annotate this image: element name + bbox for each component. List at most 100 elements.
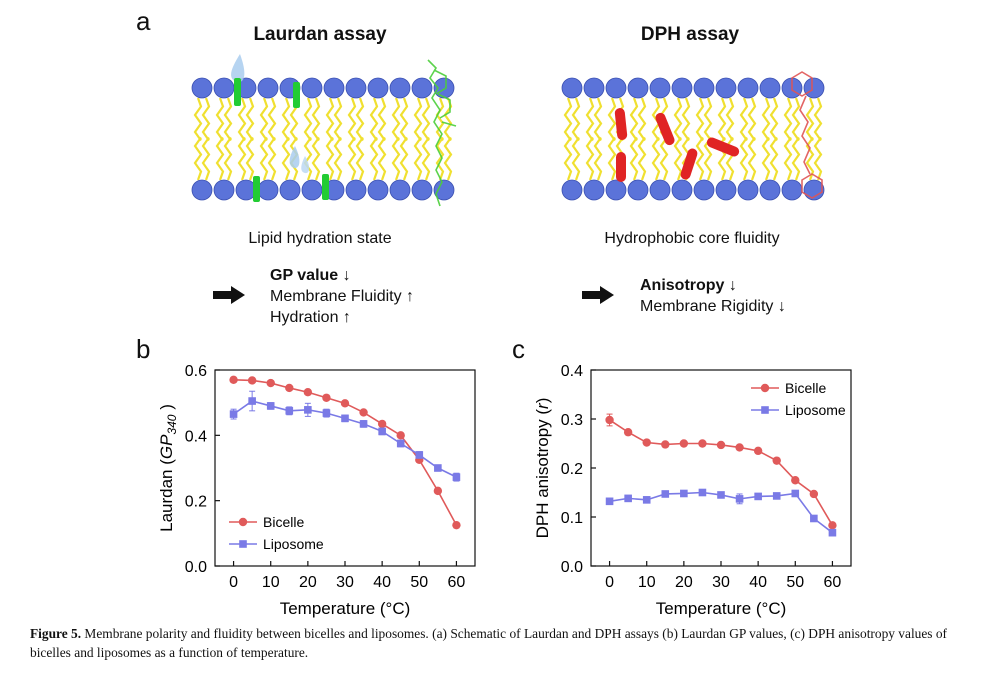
lipid-tail	[399, 136, 409, 181]
data-point-liposome	[322, 409, 331, 417]
data-point-bicelle	[642, 438, 651, 447]
lipid-tail	[791, 136, 801, 181]
data-point-bicelle	[266, 378, 275, 388]
y-tick-label: 0.1	[561, 510, 583, 527]
legend-label-bicelle: Bicelle	[785, 380, 826, 396]
lipid-tail	[761, 136, 771, 181]
data-point-liposome	[735, 495, 744, 503]
data-point-liposome	[661, 490, 670, 498]
lipid-tail	[245, 136, 255, 181]
data-point-liposome	[304, 406, 312, 414]
data-point-liposome	[605, 497, 614, 506]
lipid-head	[191, 77, 213, 99]
lipid-tail	[681, 97, 691, 142]
lipid-tail	[585, 97, 595, 142]
lipid-tail	[303, 136, 313, 181]
lipid-tail	[369, 136, 379, 181]
figure-caption: Figure 5. Membrane polarity and fluidity…	[30, 624, 975, 662]
lipid-tail	[347, 136, 357, 181]
lipid-tail	[629, 136, 639, 181]
lipid-tail	[695, 97, 705, 142]
data-point-liposome	[415, 451, 424, 459]
data-point-liposome	[229, 410, 238, 418]
laurdan-molecule-icon	[427, 59, 457, 207]
lipid-tail	[201, 136, 211, 181]
legend-label-liposome: Liposome	[263, 536, 324, 552]
lipid-tail	[813, 97, 823, 142]
lipid-head	[649, 77, 671, 99]
lipid-tail	[193, 136, 203, 181]
data-point-bicelle	[322, 393, 331, 402]
lipid-tail	[703, 97, 713, 142]
lipid-head	[301, 77, 323, 99]
data-point-liposome	[717, 491, 725, 499]
lipid-tail	[333, 136, 343, 181]
x-tick-label: 0	[605, 574, 614, 591]
data-point-bicelle	[716, 440, 726, 450]
lipid-tail	[421, 97, 431, 142]
membrane-fluidity-label: Membrane Fluidity ↑	[270, 288, 415, 305]
y-tick-label: 0.0	[561, 559, 583, 576]
lipid-tail	[717, 97, 727, 142]
dph-membrane-illustration	[561, 71, 825, 201]
lipid-head	[345, 77, 367, 99]
lipid-head	[693, 77, 715, 99]
lipid-tail	[311, 136, 321, 181]
legend-label-liposome: Liposome	[785, 402, 846, 418]
lipid-head	[605, 77, 627, 99]
lipid-tail	[703, 136, 713, 181]
data-point-bicelle	[698, 439, 707, 448]
membrane-rigidity-label: Membrane Rigidity ↓	[640, 298, 786, 315]
data-point-bicelle	[303, 388, 313, 397]
lipid-head	[433, 179, 455, 201]
lipid-tail	[651, 136, 661, 181]
lipid-head	[367, 77, 389, 99]
x-tick-label: 40	[373, 574, 391, 591]
lipid-head	[389, 179, 411, 201]
lipid-tail	[377, 136, 387, 181]
lipid-tail	[215, 136, 225, 181]
lipid-tail	[739, 97, 749, 142]
lipid-tail	[747, 97, 757, 142]
lipid-tail	[637, 136, 647, 181]
laurdan-subtitle: Lipid hydration state	[248, 230, 392, 247]
water-droplet-icon	[231, 54, 310, 174]
x-tick-label: 20	[299, 574, 317, 591]
lipid-tail	[377, 97, 387, 142]
dph-molecule-icon	[791, 71, 823, 199]
lipid-head	[279, 179, 301, 201]
lipid-tail	[223, 136, 233, 181]
lipid-tail	[593, 136, 603, 181]
data-point-bicelle	[735, 443, 744, 452]
data-point-bicelle	[661, 440, 670, 449]
x-tick-label: 30	[336, 574, 354, 591]
lipid-tail	[281, 97, 291, 142]
lipid-head	[561, 179, 583, 201]
lipid-head	[583, 179, 605, 201]
lipid-head	[257, 77, 279, 99]
lipid-tail	[267, 136, 277, 181]
data-point-bicelle	[623, 428, 633, 437]
lipid-head	[389, 77, 411, 99]
lipid-head	[345, 179, 367, 201]
data-point-liposome	[624, 494, 632, 503]
data-point-bicelle	[772, 456, 781, 465]
lipid-tail	[673, 136, 683, 181]
lipid-tail	[761, 97, 771, 142]
lipid-tail	[223, 97, 233, 142]
lipid-head	[737, 77, 759, 99]
data-point-bicelle	[828, 521, 837, 530]
lipid-head	[803, 179, 825, 201]
data-point-bicelle	[809, 489, 819, 499]
lipid-head	[583, 77, 605, 99]
lipid-tail	[571, 136, 581, 181]
lipid-tail	[325, 97, 335, 142]
data-point-bicelle	[605, 415, 614, 425]
data-point-liposome	[828, 528, 837, 537]
lipid-tail	[259, 136, 269, 181]
lipid-tail	[747, 136, 757, 181]
lipid-tail	[783, 136, 793, 181]
data-point-liposome	[266, 402, 275, 410]
lipid-head	[781, 179, 803, 201]
lipid-head	[213, 179, 235, 201]
